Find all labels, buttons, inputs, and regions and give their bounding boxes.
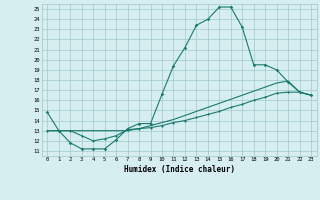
X-axis label: Humidex (Indice chaleur): Humidex (Indice chaleur) [124, 165, 235, 174]
